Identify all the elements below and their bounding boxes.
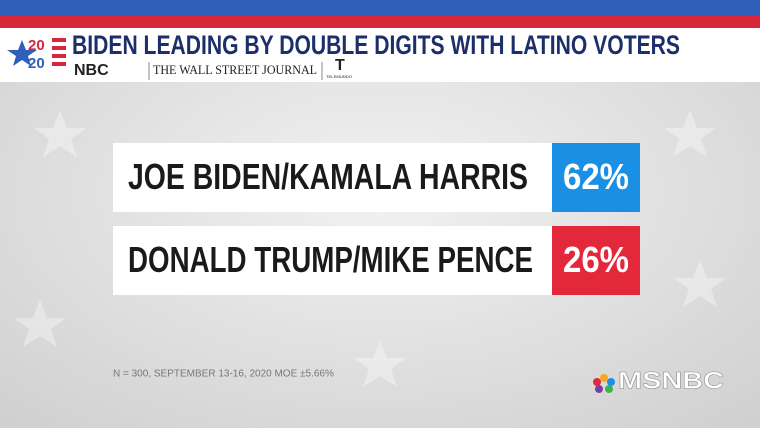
top-stripe-red — [0, 16, 760, 28]
star-pattern — [14, 110, 726, 387]
network-logo: MSNBC — [618, 367, 724, 394]
telemundo-mark: T — [335, 57, 345, 74]
value-box — [552, 143, 640, 212]
row-box — [113, 143, 552, 212]
top-stripe-blue — [0, 0, 760, 16]
header-band — [0, 28, 760, 82]
logo-year-top: 20 — [28, 37, 45, 54]
footnote: N = 300, SEPTEMBER 13-16, 2020 MOE ±5.66… — [113, 369, 334, 380]
source-nbc: NBC — [74, 62, 109, 79]
source-telemundo: TELEMUNDO — [326, 74, 352, 79]
rows: JOE BIDEN/KAMALA HARRIS 62% DONALD TRUMP/M… — [113, 143, 640, 295]
logo-star — [7, 40, 37, 66]
value-box — [552, 226, 640, 295]
value-label: 62% — [563, 156, 629, 197]
title: BIDEN LEADING BY DOUBLE DIGITS WITH LATI… — [72, 30, 680, 60]
row-box — [113, 226, 552, 295]
logo-stripes — [52, 38, 66, 66]
candidate-label: DONALD TRUMP/MIKE PENCE — [128, 239, 533, 280]
value-label: 26% — [563, 239, 629, 280]
logo-year-bottom: 20 — [28, 55, 45, 72]
peacock — [593, 374, 615, 393]
candidate-label: JOE BIDEN/KAMALA HARRIS — [128, 156, 528, 197]
source-wsj: THE WALL STREET JOURNAL — [153, 62, 317, 77]
